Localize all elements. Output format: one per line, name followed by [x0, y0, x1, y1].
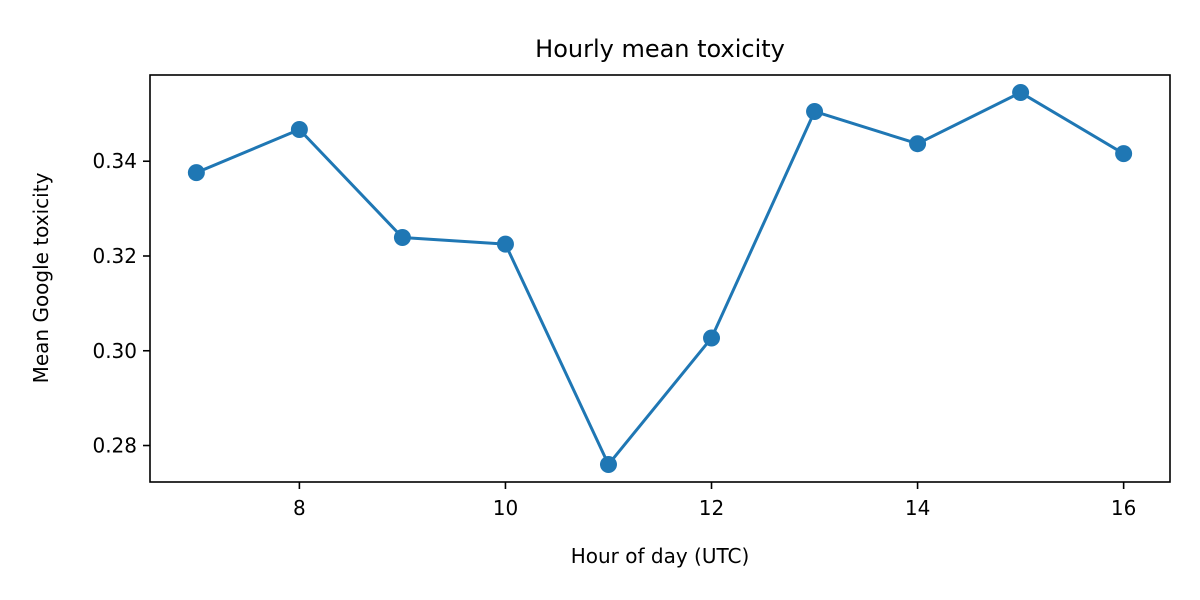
y-axis-label: Mean Google toxicity — [29, 172, 53, 383]
data-point — [393, 229, 411, 247]
data-point — [1115, 145, 1133, 163]
x-tick-label: 8 — [293, 496, 306, 520]
data-point — [290, 120, 308, 138]
data-point — [1012, 84, 1030, 102]
data-point — [806, 102, 824, 120]
data-point — [599, 455, 617, 473]
y-tick-label: 0.34 — [92, 149, 137, 173]
plot-area — [150, 75, 1170, 482]
x-axis-ticks: 8 10 12 14 16 — [293, 482, 1136, 520]
data-point — [496, 235, 514, 253]
y-tick-label: 0.30 — [92, 339, 137, 363]
data-point — [909, 135, 927, 153]
plot-frame — [149, 74, 1171, 483]
series-layer — [187, 84, 1133, 473]
series-line — [194, 91, 1126, 466]
data-point — [187, 164, 205, 182]
x-tick-label: 16 — [1111, 496, 1136, 520]
x-tick-label: 12 — [699, 496, 724, 520]
y-tick-label: 0.32 — [92, 244, 137, 268]
data-point — [703, 329, 721, 347]
x-tick-label: 14 — [905, 496, 930, 520]
chart-title: Hourly mean toxicity — [535, 35, 785, 63]
x-axis-label: Hour of day (UTC) — [571, 544, 750, 568]
x-tick-label: 10 — [493, 496, 518, 520]
y-axis-ticks: 0.28 0.30 0.32 0.34 — [92, 149, 150, 458]
y-tick-label: 0.28 — [92, 434, 137, 458]
